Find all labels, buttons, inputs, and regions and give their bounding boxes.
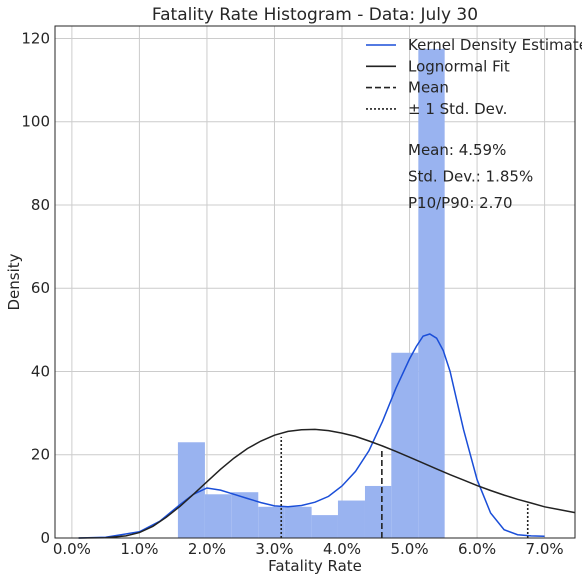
legend-label-0: Kernel Density Estimate	[408, 36, 582, 54]
stats-line-2: P10/P90: 2.70	[408, 194, 513, 212]
x-tick-labels: 0.0% 1.0% 2.0% 3.0% 4.0% 5.0% 6.0% 7.0%	[53, 540, 564, 558]
y-tick-label-5: 100	[21, 113, 50, 131]
series-lines	[78, 333, 576, 539]
histogram-bars	[177, 48, 445, 538]
x-tick-label-7: 7.0%	[526, 540, 564, 558]
histogram-bar-6	[337, 500, 365, 538]
y-tick-labels: 0 20 40 60 80 100 120	[21, 29, 50, 547]
x-tick-label-0: 0.0%	[53, 540, 91, 558]
x-axis-label: Fatality Rate	[268, 557, 362, 575]
grid-lines	[55, 26, 575, 539]
histogram-bar-3	[258, 506, 285, 538]
series-line-0	[78, 333, 545, 539]
legend-label-1: Lognormal Fit	[408, 57, 510, 75]
legend-label-3: ± 1 Std. Dev.	[408, 100, 507, 118]
legend-label-2: Mean	[408, 79, 449, 97]
y-tick-label-4: 80	[31, 196, 50, 214]
histogram-bar-0	[177, 442, 205, 538]
histogram-bar-1	[204, 494, 232, 538]
x-tick-label-2: 2.0%	[188, 540, 226, 558]
x-tick-label-1: 1.0%	[120, 540, 158, 558]
x-tick-label-3: 3.0%	[255, 540, 293, 558]
y-tick-label-3: 60	[31, 279, 50, 297]
stats-line-0: Mean: 4.59%	[408, 141, 506, 159]
histogram-bar-7	[364, 485, 392, 538]
y-tick-label-1: 20	[31, 446, 50, 464]
chart-title: Fatality Rate Histogram - Data: July 30	[152, 5, 478, 25]
reference-lines	[280, 436, 529, 538]
histogram-bar-2	[231, 492, 259, 538]
y-tick-label-2: 40	[31, 362, 50, 380]
stats-line-1: Std. Dev.: 1.85%	[408, 168, 533, 186]
y-axis-label: Density	[5, 253, 23, 310]
histogram-bar-9	[418, 48, 445, 538]
x-tick-label-5: 5.0%	[390, 540, 428, 558]
histogram-bar-8	[391, 352, 419, 538]
legend: Kernel Density Estimate Lognormal Fit Mean…	[366, 36, 582, 118]
y-tick-label-0: 0	[40, 529, 50, 547]
histogram-bar-4	[284, 506, 312, 538]
x-tick-label-6: 6.0%	[458, 540, 496, 558]
histogram-bar-5	[311, 515, 338, 538]
plot-frame	[54, 25, 576, 539]
series-line-1	[78, 428, 576, 539]
stats-annotations: Mean: 4.59% Std. Dev.: 1.85% P10/P90: 2.70	[408, 141, 533, 212]
x-tick-label-4: 4.0%	[323, 540, 361, 558]
y-tick-label-6: 120	[21, 29, 50, 47]
